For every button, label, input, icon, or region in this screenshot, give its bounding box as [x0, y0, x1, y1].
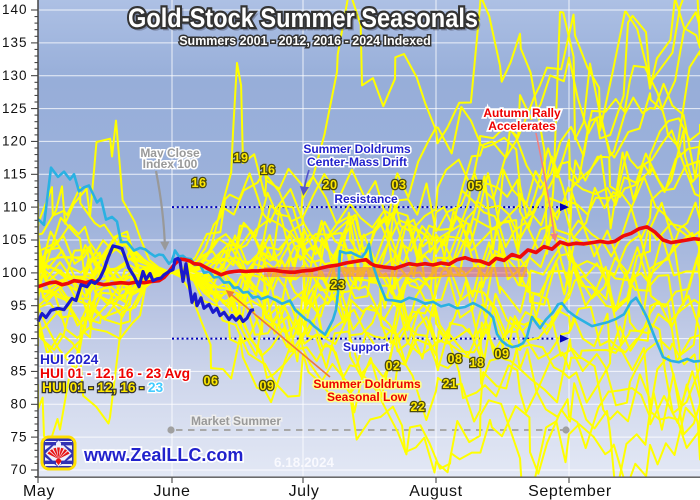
svg-text:August: August — [409, 483, 462, 500]
svg-text:130: 130 — [2, 68, 28, 83]
svg-text:125: 125 — [2, 101, 28, 116]
svg-text:www.ZealLLC.com: www.ZealLLC.com — [83, 445, 243, 465]
svg-text:HUI 01 - 12, 16 - 23: HUI 01 - 12, 16 - 23 — [42, 380, 164, 395]
svg-text:08: 08 — [448, 352, 463, 366]
svg-text:80: 80 — [10, 397, 27, 412]
svg-text:Summer Doldrums: Summer Doldrums — [313, 377, 421, 391]
svg-text:95: 95 — [10, 298, 27, 313]
svg-text:18: 18 — [470, 356, 485, 370]
svg-text:90: 90 — [10, 331, 27, 346]
svg-text:Accelerates: Accelerates — [488, 119, 556, 133]
svg-text:09: 09 — [495, 347, 510, 361]
svg-text:Gold-Stock Summer Seasonals: Gold-Stock Summer Seasonals — [130, 5, 480, 35]
svg-text:70: 70 — [10, 462, 27, 477]
svg-text:75: 75 — [10, 429, 27, 444]
svg-text:Summers 2001 - 2012, 2016 - 20: Summers 2001 - 2012, 2016 - 2024 Indexed — [179, 34, 431, 48]
svg-text:July: July — [289, 483, 320, 500]
svg-text:140: 140 — [2, 2, 28, 17]
svg-text:HUI 01 - 12, 16 - 23 Avg: HUI 01 - 12, 16 - 23 Avg — [40, 366, 190, 381]
svg-text:June: June — [153, 483, 190, 500]
svg-text:110: 110 — [3, 199, 28, 214]
svg-text:19: 19 — [234, 151, 249, 165]
svg-text:Support: Support — [343, 340, 389, 354]
svg-text:06: 06 — [204, 374, 219, 388]
svg-text:105: 105 — [2, 232, 28, 247]
svg-text:May: May — [23, 483, 55, 500]
svg-text:05: 05 — [468, 179, 483, 193]
svg-text:Seasonal Low: Seasonal Low — [327, 390, 408, 404]
svg-text:16: 16 — [192, 176, 207, 190]
svg-text:16: 16 — [261, 163, 276, 177]
svg-text:120: 120 — [2, 134, 28, 149]
svg-text:HUI 2024: HUI 2024 — [40, 352, 99, 367]
svg-text:6.18.2024: 6.18.2024 — [274, 455, 335, 470]
svg-text:Autumn Rally: Autumn Rally — [483, 106, 561, 120]
svg-text:Index 100: Index 100 — [143, 157, 198, 171]
svg-text:21: 21 — [443, 377, 458, 391]
svg-text:03: 03 — [392, 178, 407, 192]
svg-text:135: 135 — [2, 35, 28, 50]
svg-text:100: 100 — [2, 265, 28, 280]
svg-text:22: 22 — [411, 400, 426, 414]
svg-text:23: 23 — [331, 278, 346, 292]
svg-text:September: September — [528, 483, 612, 500]
svg-text:115: 115 — [3, 167, 28, 182]
svg-text:02: 02 — [386, 359, 401, 373]
svg-text:Resistance: Resistance — [334, 192, 398, 206]
svg-text:Market Summer: Market Summer — [191, 414, 281, 428]
svg-text:Center-Mass Drift: Center-Mass Drift — [307, 155, 407, 169]
svg-text:May Close: May Close — [140, 146, 200, 160]
svg-text:Gold-Stock Summer Seasonals: Gold-Stock Summer Seasonals — [128, 3, 478, 33]
svg-text:09: 09 — [260, 379, 275, 393]
svg-text:85: 85 — [10, 364, 27, 379]
svg-text:20: 20 — [323, 178, 338, 192]
svg-text:Summer Doldrums: Summer Doldrums — [303, 142, 411, 156]
